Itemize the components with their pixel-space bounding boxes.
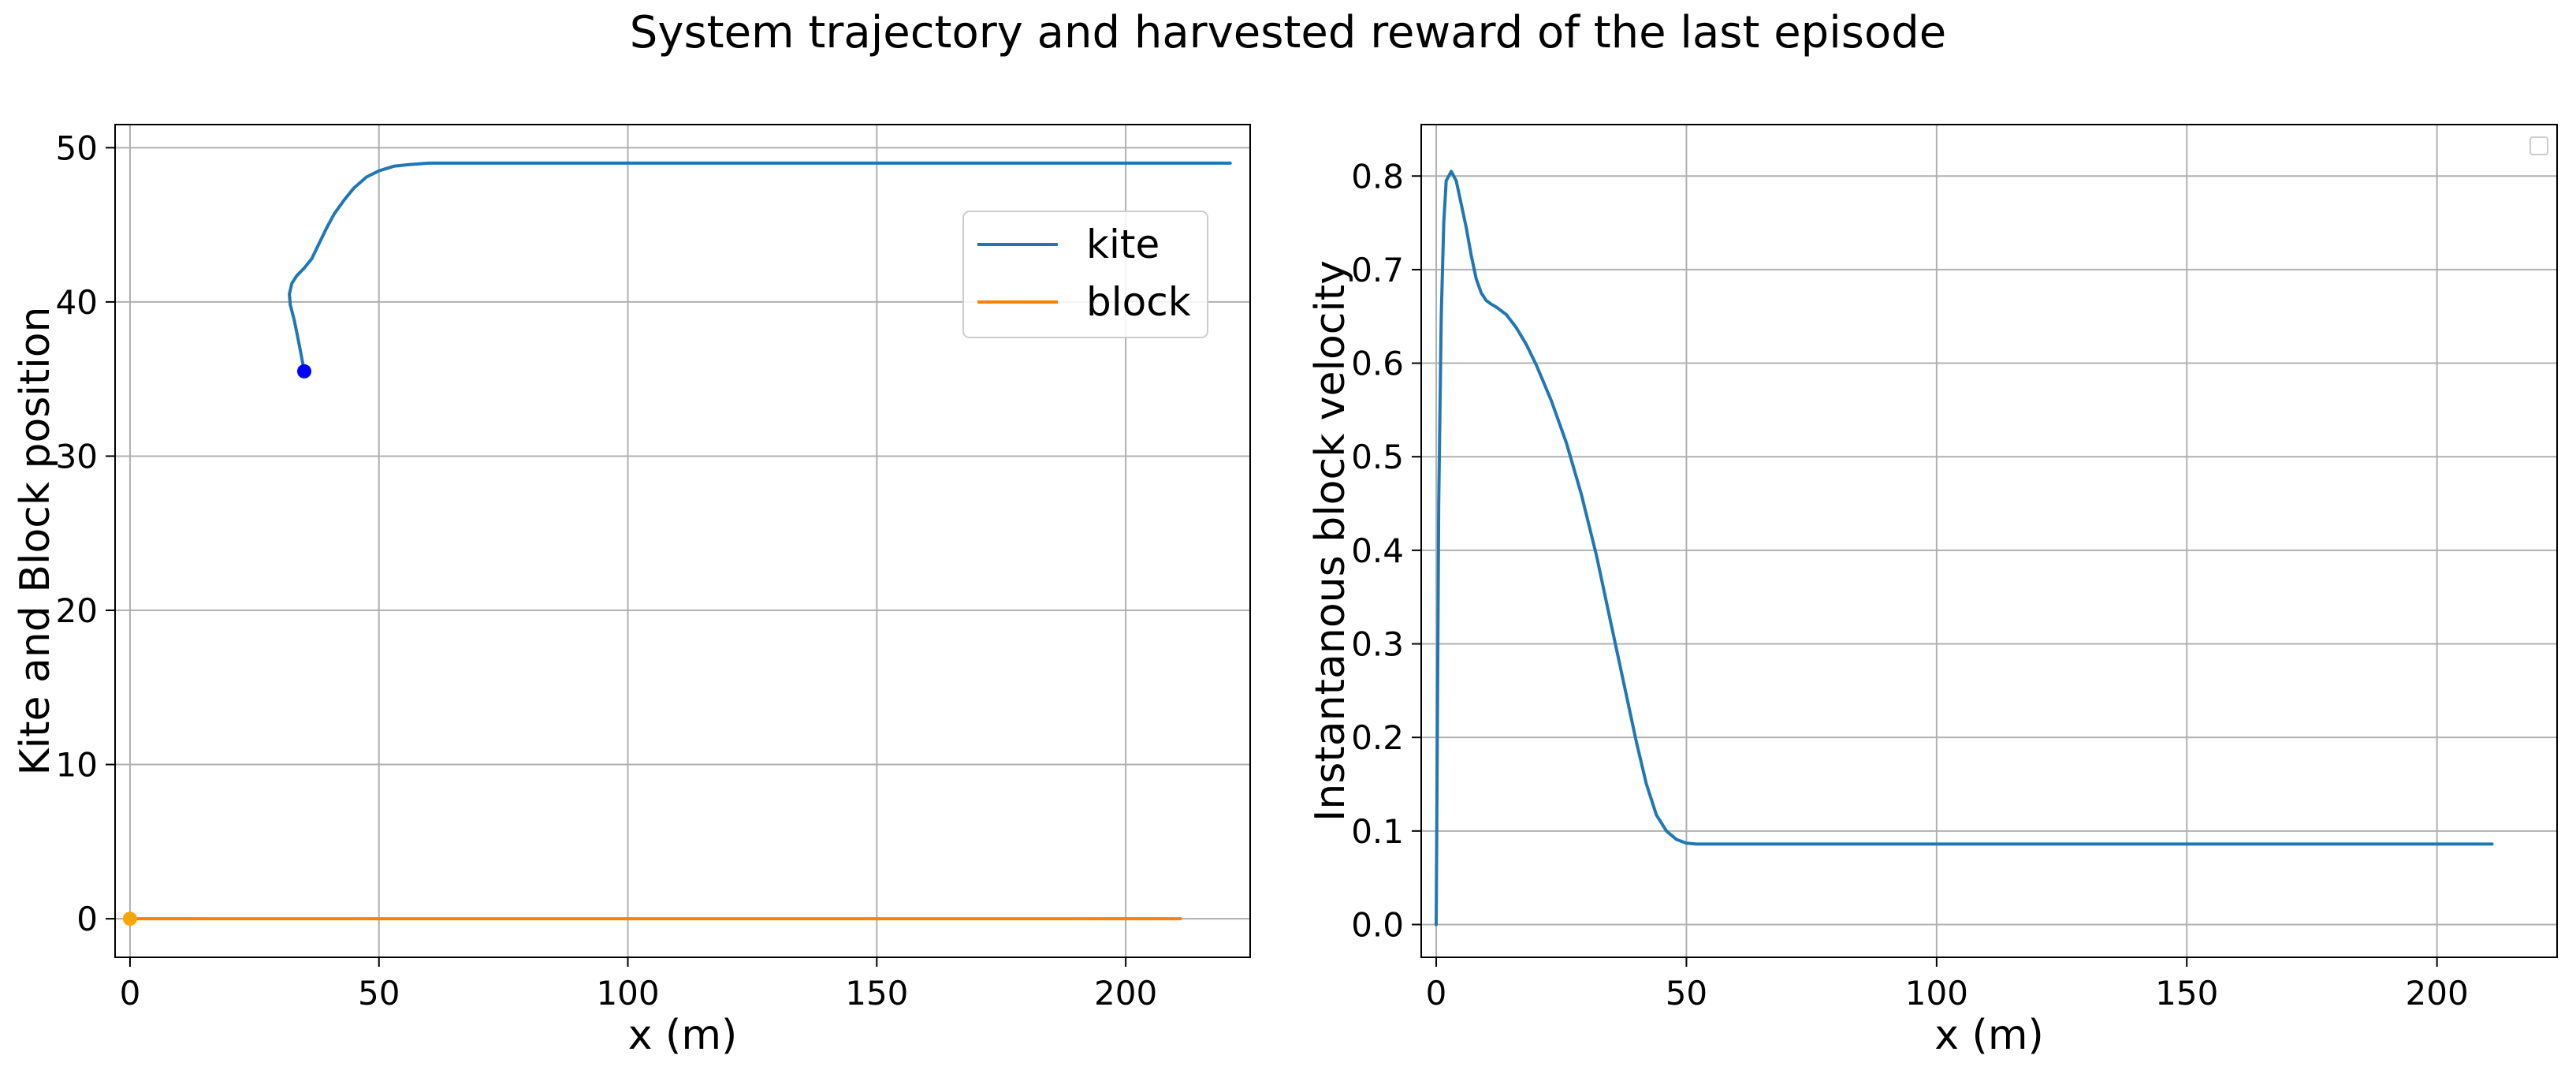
trajectory-series xyxy=(122,161,1232,927)
y-tick-label: 40 xyxy=(56,283,98,322)
x-tick-label: 50 xyxy=(1666,974,1707,1012)
x-tick-label: 150 xyxy=(2155,974,2218,1012)
y-tick-label: 0.7 xyxy=(1351,251,1404,289)
y-tick-label: 0.6 xyxy=(1351,345,1404,383)
y-tick-label: 0.3 xyxy=(1351,625,1404,664)
y-tick-label: 20 xyxy=(56,591,98,630)
y-tick-label: 30 xyxy=(56,437,98,475)
figure-title: System trajectory and harvested reward o… xyxy=(630,7,1946,58)
y-tick-label: 0.0 xyxy=(1351,905,1404,944)
trajectory-ticks: 0 50 100 150 200 0 10 20 30 40 50 xyxy=(56,129,1158,1012)
velocity-ticks: 0 50 100 150 200 0.0 0.1 0.2 0.3 0.4 0.5 0.6 0.7 0.8 xyxy=(1351,157,2469,1012)
y-tick-label: 0.2 xyxy=(1351,718,1404,757)
y-tick-label: 0.8 xyxy=(1351,157,1404,196)
legend-label-block: block xyxy=(1086,279,1191,325)
y-tick-label: 50 xyxy=(56,129,98,167)
block-start-marker xyxy=(122,912,137,927)
x-tick-label: 200 xyxy=(2406,974,2469,1012)
y-tick-label: 10 xyxy=(56,746,98,785)
legend-label-kite: kite xyxy=(1086,222,1160,267)
trajectory-legend: kite block xyxy=(962,211,1208,338)
velocity-x-axis-label: x (m) xyxy=(1934,1012,2044,1059)
velocity-empty-legend xyxy=(2529,136,2548,155)
x-tick-label: 0 xyxy=(120,974,141,1012)
velocity-grid xyxy=(1421,125,2557,957)
velocity-panel: 0 50 100 150 2000.00.10.20.30.40.50.60.70.8 … xyxy=(1307,124,2558,1059)
y-tick-label: 0.5 xyxy=(1351,438,1404,476)
trajectory-y-axis-label: Kite and Block position xyxy=(12,307,59,776)
trajectory-panel: 0 50 100 150 200 0 10 20 30 40 50 x (m) Kite and B… xyxy=(12,124,1251,1059)
kite-start-marker xyxy=(297,364,311,379)
series-line xyxy=(1435,170,2494,927)
velocity-plot-frame xyxy=(1420,124,2558,958)
x-tick-label: 100 xyxy=(1905,974,1968,1012)
x-tick-label: 100 xyxy=(596,974,659,1012)
trajectory-x-axis-label: x (m) xyxy=(628,1012,738,1059)
y-tick-label: 0 xyxy=(76,900,98,938)
y-tick-label: 0.4 xyxy=(1351,531,1404,570)
x-tick-label: 50 xyxy=(358,974,400,1012)
velocity-y-axis-label: Instantanous block velocity xyxy=(1307,260,1354,822)
kite-line xyxy=(288,161,1232,373)
x-tick-label: 150 xyxy=(845,974,908,1012)
y-tick-label: 0.1 xyxy=(1351,812,1404,851)
trajectory-plot-frame xyxy=(114,124,1251,958)
x-tick-label: 0 xyxy=(1426,974,1447,1012)
velocity-series xyxy=(1435,170,2494,927)
x-tick-label: 200 xyxy=(1094,974,1157,1012)
